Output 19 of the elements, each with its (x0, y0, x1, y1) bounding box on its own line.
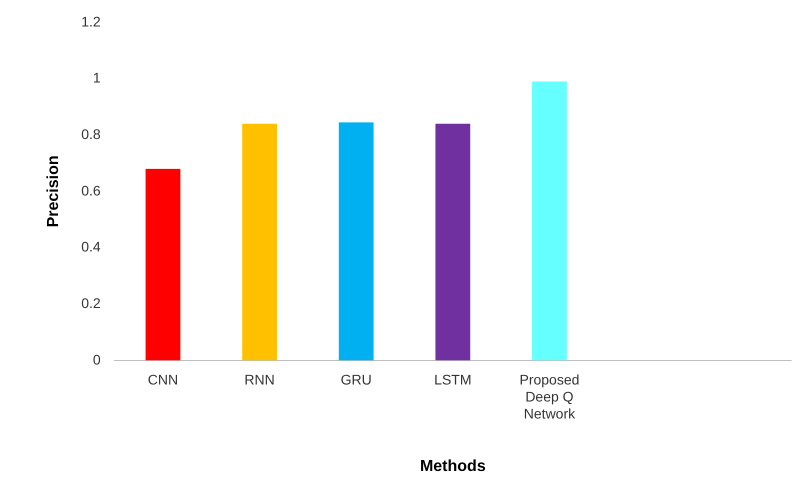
y-tick-label: 0.8 (81, 126, 101, 142)
x-axis-title: Methods (420, 458, 486, 475)
y-tick-label: 1.2 (81, 13, 101, 30)
y-tick-label: 0.6 (81, 182, 101, 198)
bar (435, 124, 470, 360)
bar (532, 82, 567, 360)
bar (338, 122, 374, 360)
x-tick-label: LSTM (434, 372, 472, 388)
bar (146, 168, 180, 360)
x-tick-label: RNN (244, 372, 275, 388)
x-tick-label: GRU (340, 372, 372, 388)
y-axis-title: Precision (45, 155, 62, 228)
y-tick-label: 0.4 (81, 238, 101, 255)
y-tick-label: 0 (92, 351, 101, 368)
y-tick-label: 0.2 (81, 294, 101, 311)
bar (242, 124, 277, 360)
x-tick-label: CNN (148, 372, 178, 388)
y-tick-label: 1 (92, 70, 101, 86)
x-tick-label: Proposed Deep Q Network (519, 372, 580, 422)
